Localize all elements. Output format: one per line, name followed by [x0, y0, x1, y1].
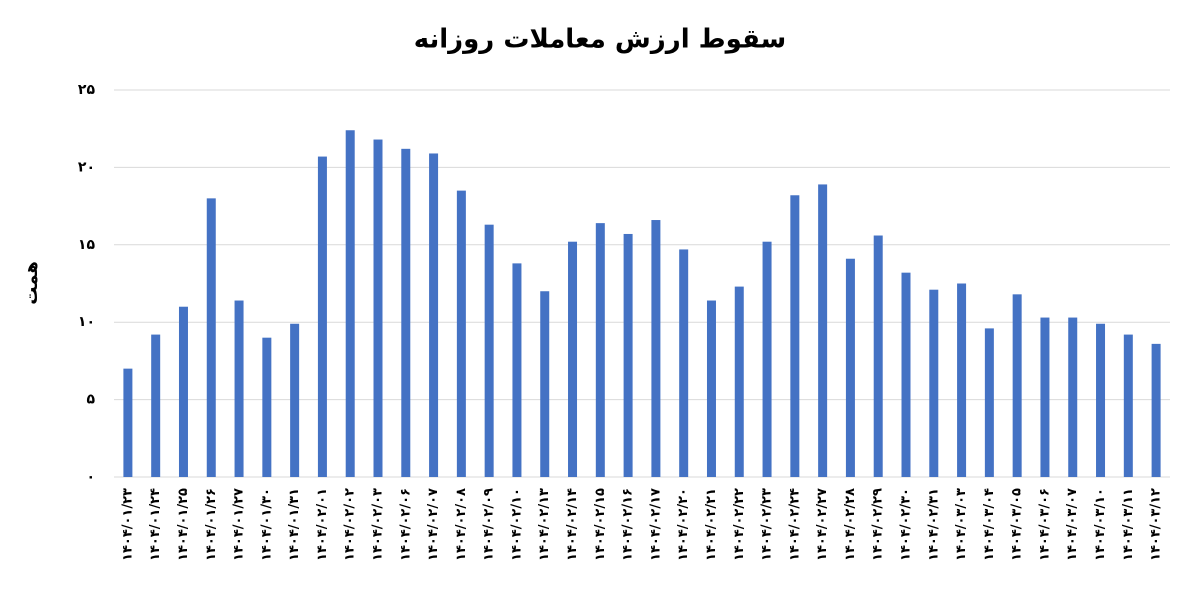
bar [873, 235, 883, 477]
bar [345, 130, 355, 478]
x-tick-label: ۱۴۰۴/۰۲/۱۳ [537, 488, 552, 561]
x-tick-label: ۱۴۰۴/۰۳/۰۷ [1065, 488, 1080, 561]
bar [373, 139, 383, 477]
bar [262, 337, 272, 477]
bar [1123, 334, 1133, 477]
x-tick-label: ۱۴۰۴/۰۲/۱۶ [621, 488, 636, 561]
bar [984, 328, 994, 477]
x-tick-label: ۱۴۰۴/۰۲/۰۲ [343, 488, 358, 561]
x-tick-label: ۱۴۰۴/۰۱/۲۶ [204, 488, 219, 561]
x-tick-label: ۱۴۰۴/۰۳/۱۱ [1121, 488, 1136, 561]
bar [818, 184, 828, 478]
x-tick-label: ۱۴۰۴/۰۱/۲۷ [232, 488, 247, 561]
x-tick-label: ۱۴۰۴/۰۱/۲۴ [148, 488, 163, 561]
bar [456, 190, 466, 477]
bar [1068, 317, 1078, 477]
bar [734, 286, 744, 477]
bar [929, 289, 939, 477]
x-tick-label: ۱۴۰۴/۰۲/۳۰ [899, 488, 914, 561]
x-tick-label: ۱۴۰۴/۰۱/۳۰ [259, 488, 274, 561]
bar [401, 148, 411, 477]
bar [290, 323, 300, 477]
chart-title: سقوط ارزش معاملات روزانه [414, 25, 787, 55]
bar [595, 223, 605, 477]
bar [540, 291, 550, 477]
bar [429, 153, 439, 477]
x-tick-label: ۱۴۰۴/۰۲/۲۸ [843, 488, 858, 561]
bar [706, 300, 716, 477]
bar [206, 198, 216, 478]
bar [151, 334, 161, 477]
x-tick-label: ۱۴۰۴/۰۲/۰۷ [426, 488, 441, 561]
x-tick-label: ۱۴۰۴/۰۳/۰۴ [982, 488, 997, 561]
bar [679, 249, 689, 477]
x-tick-label: ۱۴۰۴/۰۲/۰۱ [315, 488, 330, 561]
x-tick-label: ۱۴۰۴/۰۲/۰۶ [398, 488, 413, 561]
x-tick-label: ۱۴۰۴/۰۲/۲۴ [787, 488, 802, 561]
bar [123, 368, 133, 477]
x-tick-label: ۱۴۰۴/۰۲/۲۰ [676, 488, 691, 561]
y-axis-label: همت [21, 261, 42, 305]
bar [623, 233, 633, 477]
bar [512, 263, 522, 477]
y-tick-label: ۱۵ [78, 237, 96, 253]
bar [651, 220, 661, 478]
bar [234, 300, 244, 477]
x-tick-label: ۱۴۰۴/۰۲/۳۱ [926, 488, 941, 561]
x-tick-label: ۱۴۰۴/۰۲/۲۹ [871, 488, 886, 561]
x-tick-label: ۱۴۰۴/۰۳/۱۲ [1149, 488, 1164, 561]
y-tick-label: ۰ [86, 469, 95, 485]
x-tick-label: ۱۴۰۴/۰۲/۰۸ [454, 488, 469, 561]
bar [845, 258, 855, 477]
x-tick-label: ۱۴۰۴/۰۲/۱۷ [648, 488, 663, 561]
bar [568, 241, 578, 477]
y-tick-label: ۵ [86, 392, 95, 408]
x-tick-label: ۱۴۰۴/۰۳/۰۳ [954, 488, 969, 561]
x-tick-label: ۱۴۰۴/۰۲/۲۱ [704, 488, 719, 561]
x-tick-label: ۱۴۰۴/۰۲/۱۰ [509, 488, 524, 561]
bar [957, 283, 967, 477]
bar [901, 272, 911, 477]
x-tick-label: ۱۴۰۴/۰۲/۲۳ [760, 488, 775, 561]
x-tick-label: ۱۴۰۴/۰۲/۱۵ [593, 488, 608, 561]
bar [790, 195, 800, 477]
x-tick-label: ۱۴۰۴/۰۳/۰۶ [1037, 488, 1052, 561]
x-tick-label: ۱۴۰۴/۰۳/۰۵ [1010, 488, 1025, 561]
x-tick-label: ۱۴۰۴/۰۲/۰۹ [482, 488, 497, 561]
bar [1151, 343, 1161, 477]
bar [1040, 317, 1050, 477]
x-tick-label: ۱۴۰۴/۰۲/۱۴ [565, 488, 580, 561]
y-tick-label: ۱۰ [78, 314, 95, 330]
x-tick-label: ۱۴۰۴/۰۲/۲۲ [732, 488, 747, 561]
y-tick-label: ۲۰ [78, 159, 95, 175]
y-tick-label: ۲۵ [78, 82, 96, 98]
x-tick-label: ۱۴۰۴/۰۳/۱۰ [1093, 488, 1108, 561]
bar [1096, 323, 1106, 477]
bar [317, 156, 327, 477]
x-tick-label: ۱۴۰۴/۰۱/۲۳ [120, 488, 135, 561]
x-tick-label: ۱۴۰۴/۰۱/۳۱ [287, 488, 302, 561]
x-tick-label: ۱۴۰۴/۰۲/۲۷ [815, 488, 830, 561]
bar [1012, 294, 1022, 477]
bar [762, 241, 772, 477]
x-tick-label: ۱۴۰۴/۰۲/۰۳ [371, 488, 386, 561]
x-tick-label: ۱۴۰۴/۰۱/۲۵ [176, 488, 191, 561]
bar [484, 224, 494, 477]
bar [178, 306, 188, 477]
